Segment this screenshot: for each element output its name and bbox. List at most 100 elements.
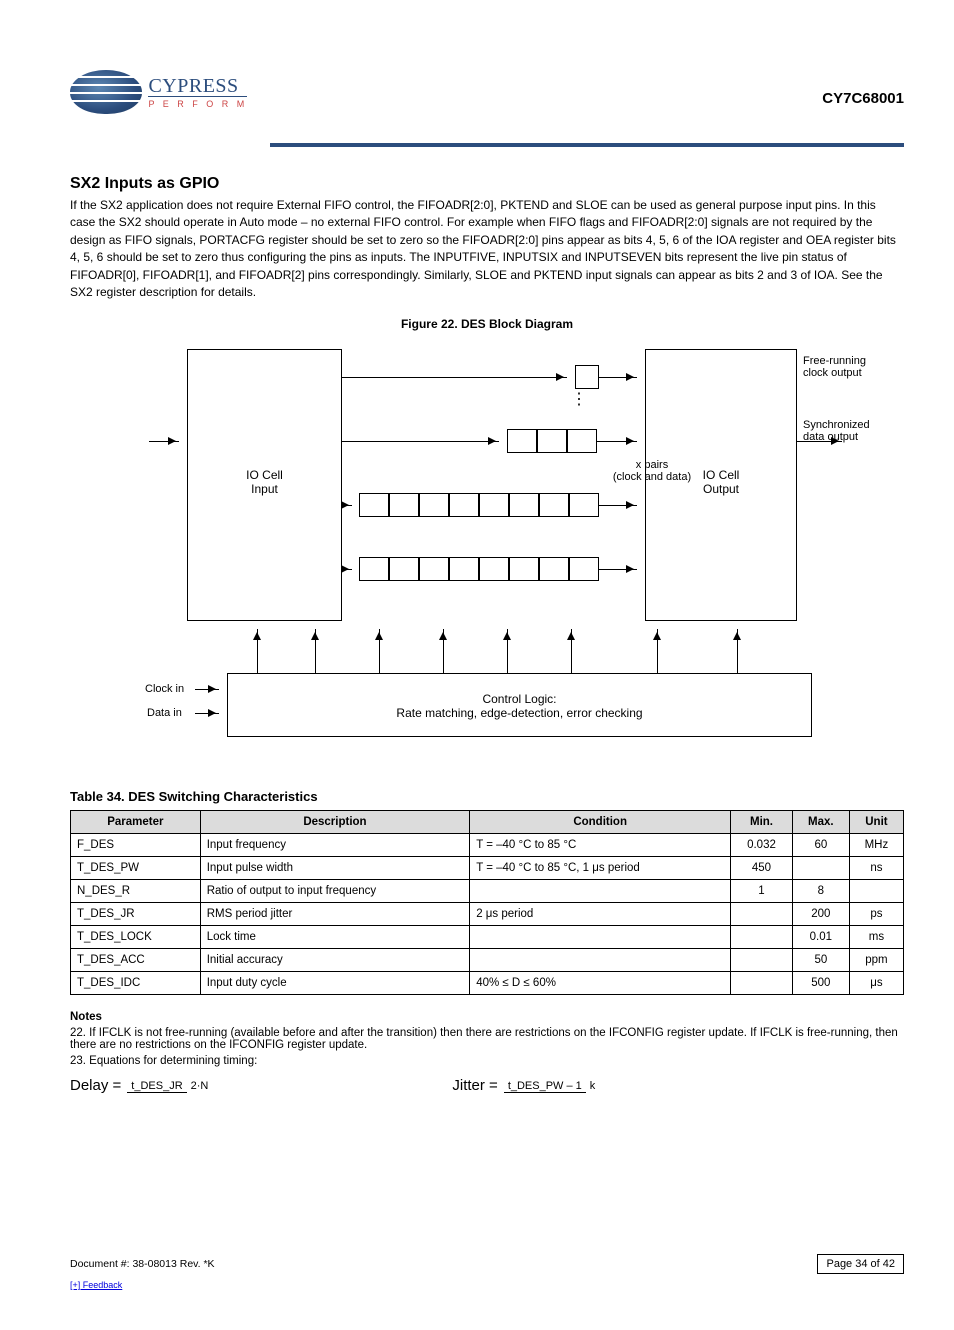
arrow-input — [149, 441, 179, 442]
cell — [731, 903, 793, 926]
cell: Input frequency — [200, 834, 470, 857]
cell — [731, 949, 793, 972]
vdots-icon: ⋮ — [571, 389, 587, 409]
va3 — [379, 629, 380, 673]
label-clkin: Clock in — [145, 683, 184, 695]
col-parameter: Parameter — [71, 811, 201, 834]
cell: T_DES_JR — [71, 903, 201, 926]
va5 — [507, 629, 508, 673]
arrow-datain — [195, 713, 219, 714]
cell: Input pulse width — [200, 857, 470, 880]
table-row: N_DES_RRatio of output to input frequenc… — [71, 880, 904, 903]
cell: T_DES_PW — [71, 857, 201, 880]
table-row: T_DES_PWInput pulse widthT = –40 °C to 8… — [71, 857, 904, 880]
equations: Delay = t_DES_JR2·N Jitter = t_DES_PW – … — [70, 1077, 904, 1094]
cell: N_DES_R — [71, 880, 201, 903]
cell: T_DES_LOCK — [71, 926, 201, 949]
sb32 — [389, 493, 419, 517]
control-logic-box: Control Logic:Rate matching, edge-detect… — [227, 673, 812, 737]
cell: 1 — [731, 880, 793, 903]
sb33 — [419, 493, 449, 517]
figure-caption: Figure 22. DES Block Diagram — [70, 317, 904, 331]
arrow-r4b — [599, 569, 637, 570]
sb35 — [479, 493, 509, 517]
io-cell-input-box: IO CellInput — [187, 349, 342, 621]
cell — [731, 972, 793, 995]
table-row: T_DES_LOCKLock time0.01ms — [71, 926, 904, 949]
sb38 — [569, 493, 599, 517]
stage-box-r2-3 — [567, 429, 597, 453]
arrow-clkin — [195, 689, 219, 690]
sb47 — [539, 557, 569, 581]
arrow-r3a — [342, 505, 352, 506]
eq2-num: t_DES_PW – 1 — [504, 1080, 586, 1093]
doc-number: Document #: 38-08013 Rev. *K — [70, 1258, 215, 1270]
cell: 450 — [731, 857, 793, 880]
col-unit: Unit — [849, 811, 903, 834]
note-23: 23. Equations for determining timing: — [70, 1055, 904, 1067]
va4 — [443, 629, 444, 673]
va7 — [657, 629, 658, 673]
header: CYPRESS P E R F O R M CY7C68001 — [70, 70, 904, 115]
notes-head: Notes — [70, 1011, 904, 1023]
cell: ps — [849, 903, 903, 926]
cell: Initial accuracy — [200, 949, 470, 972]
arrow-r1a — [342, 377, 567, 378]
sb34 — [449, 493, 479, 517]
col-description: Description — [200, 811, 470, 834]
cell: μs — [849, 972, 903, 995]
arrow-r2b — [597, 441, 637, 442]
cell: ms — [849, 926, 903, 949]
logo: CYPRESS P E R F O R M — [70, 70, 247, 114]
table-row: F_DESInput frequencyT = –40 °C to 85 °C0… — [71, 834, 904, 857]
sb48 — [569, 557, 599, 581]
cell: 0.032 — [731, 834, 793, 857]
part-number: CY7C68001 — [822, 90, 904, 107]
sb41 — [359, 557, 389, 581]
io-out-label: IO CellOutput — [703, 468, 740, 496]
section-title: SX2 Inputs as GPIO — [70, 175, 904, 193]
sb36 — [509, 493, 539, 517]
page-number: Page 34 of 42 — [817, 1254, 904, 1274]
sb44 — [449, 557, 479, 581]
sb43 — [419, 557, 449, 581]
cell: T = –40 °C to 85 °C, 1 μs period — [470, 857, 731, 880]
cell: 0.01 — [792, 926, 849, 949]
table-row: T_DES_ACCInitial accuracy50ppm — [71, 949, 904, 972]
sb46 — [509, 557, 539, 581]
ctrl-label: Control Logic:Rate matching, edge-detect… — [396, 692, 642, 720]
sb37 — [539, 493, 569, 517]
eq-delay: Delay = t_DES_JR2·N — [70, 1077, 212, 1094]
des-block-diagram: IO CellInput IO CellOutput Control Logic… — [97, 341, 877, 771]
cell: MHz — [849, 834, 903, 857]
stage-box-r1 — [575, 365, 599, 389]
arrow-r3b — [599, 505, 637, 506]
cell: 2 μs period — [470, 903, 731, 926]
feedback-link[interactable]: [+] Feedback — [70, 1280, 904, 1290]
eq2-den: k — [586, 1080, 600, 1092]
cell: 500 — [792, 972, 849, 995]
cell: T = –40 °C to 85 °C — [470, 834, 731, 857]
sb45 — [479, 557, 509, 581]
va2 — [315, 629, 316, 673]
va6 — [571, 629, 572, 673]
col-condition: Condition — [470, 811, 731, 834]
cell: 8 — [792, 880, 849, 903]
table-row: T_DES_IDCInput duty cycle40% ≤ D ≤ 60%50… — [71, 972, 904, 995]
cell: Ratio of output to input frequency — [200, 880, 470, 903]
cell — [731, 926, 793, 949]
cell — [470, 949, 731, 972]
cell — [792, 857, 849, 880]
cell: 50 — [792, 949, 849, 972]
switching-char-table: ParameterDescriptionConditionMin.Max.Uni… — [70, 810, 904, 995]
cell: Input duty cycle — [200, 972, 470, 995]
eq1-num: t_DES_JR — [127, 1080, 186, 1093]
cell — [470, 926, 731, 949]
footer: Document #: 38-08013 Rev. *K Page 34 of … — [70, 1254, 904, 1274]
arrow-r4a — [342, 569, 352, 570]
stage-box-r2-2 — [537, 429, 567, 453]
sb42 — [389, 557, 419, 581]
va8 — [737, 629, 738, 673]
label-datain: Data in — [147, 707, 182, 719]
table-caption: Table 34. DES Switching Characteristics — [70, 789, 904, 804]
